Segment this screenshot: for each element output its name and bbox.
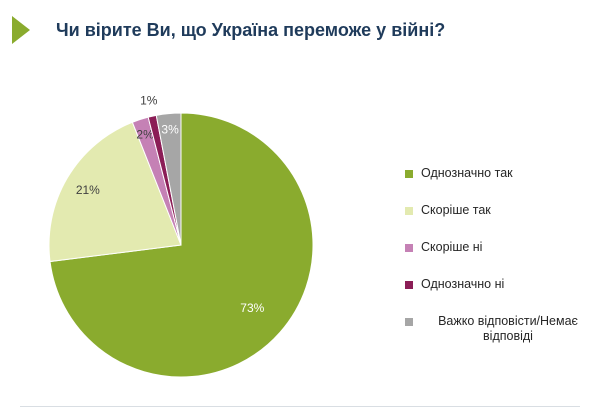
- chart-title: Чи вірите Ви, що Україна переможе у війн…: [56, 20, 446, 40]
- pie-slice-2: [48, 121, 182, 263]
- legend-label: Однозначно ні: [421, 277, 505, 291]
- chart-legend: Однозначно так Скоріше так Скоріше ні Одноз…: [405, 166, 595, 344]
- slice-data-label-4: 1%: [140, 94, 158, 108]
- legend-label: Однозначно так: [421, 166, 513, 180]
- legend-item-4: Однозначно ні: [405, 277, 595, 292]
- legend-swatch-icon: [405, 281, 413, 289]
- footer-divider: [20, 406, 580, 407]
- legend-item-2: Скоріше так: [405, 203, 595, 218]
- legend-swatch-icon: [405, 318, 413, 326]
- legend-label: Скоріше ні: [421, 240, 483, 254]
- slice-data-label-2: 21%: [76, 183, 100, 197]
- legend-swatch-icon: [405, 207, 413, 215]
- legend-label: Скоріше так: [421, 203, 491, 217]
- slice-data-label-1: 73%: [240, 301, 264, 315]
- legend-swatch-icon: [405, 170, 413, 178]
- legend-label: Важко відповісти/Немає відповіді: [438, 314, 578, 343]
- slice-data-label-5: 3%: [161, 122, 179, 136]
- legend-swatch-icon: [405, 244, 413, 252]
- legend-item-1: Однозначно так: [405, 166, 595, 181]
- title-triangle-icon: [12, 16, 30, 44]
- legend-item-3: Скоріше ні: [405, 240, 595, 255]
- pie-slice-5: [155, 112, 182, 246]
- legend-item-5: Важко відповісти/Немає відповіді: [405, 314, 595, 344]
- slice-data-label-3: 2%: [136, 128, 154, 142]
